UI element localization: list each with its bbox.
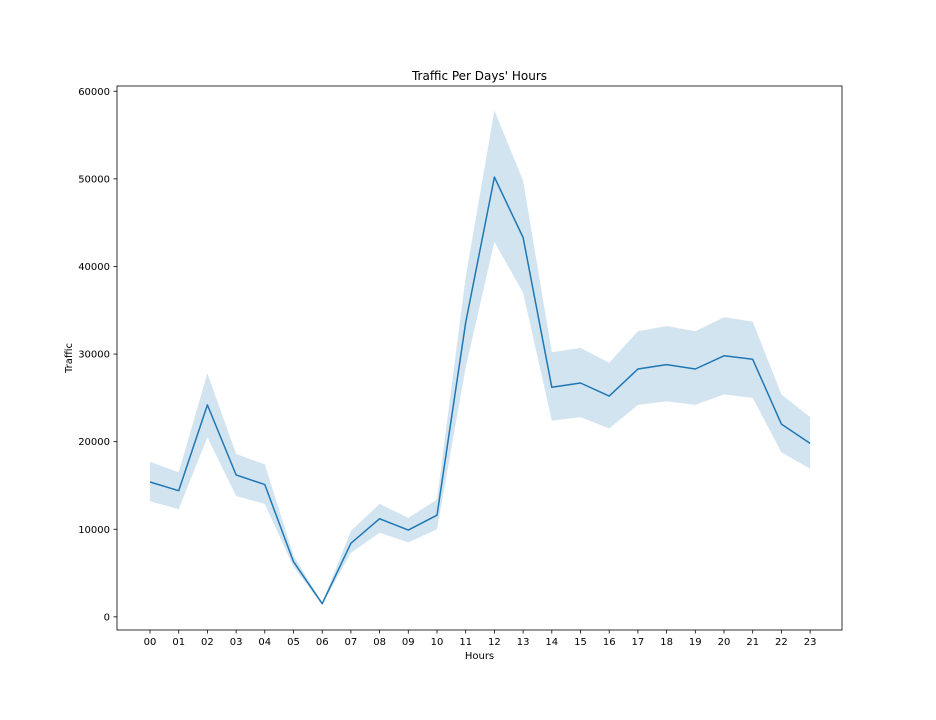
x-tick-label: 08 (373, 637, 386, 648)
x-tick-label: 10 (431, 637, 444, 648)
x-tick-label: 20 (718, 637, 731, 648)
x-tick-label: 19 (689, 637, 702, 648)
y-tick-label: 60000 (78, 87, 110, 98)
x-tick-label: 02 (201, 637, 214, 648)
x-tick-label: 06 (316, 637, 329, 648)
plot-frame (116, 85, 843, 631)
x-tick-label: 12 (488, 637, 501, 648)
x-axis-label: Hours (465, 651, 494, 662)
x-tick-label: 09 (402, 637, 415, 648)
x-tick-label: 07 (345, 637, 358, 648)
x-tick-label: 05 (287, 637, 300, 648)
y-tick-label: 30000 (78, 350, 110, 361)
x-tick-label: 04 (258, 637, 271, 648)
series-line (149, 176, 811, 605)
x-tick-label: 13 (517, 637, 530, 648)
y-tick-label: 40000 (78, 262, 110, 273)
x-tick-label: 18 (660, 637, 673, 648)
x-tick-label: 00 (144, 637, 157, 648)
x-tick-label: 16 (603, 637, 616, 648)
x-tick-label: 23 (804, 637, 817, 648)
confidence-band (150, 110, 811, 605)
chart-title: Traffic Per Days' Hours (411, 69, 547, 83)
x-tick-label: 17 (632, 637, 645, 648)
y-tick-label: 50000 (78, 174, 110, 185)
y-tick-label: 20000 (78, 437, 110, 448)
plot-area (117, 86, 842, 630)
y-axis-label: Traffic (64, 343, 75, 374)
x-tick-label: 21 (746, 637, 759, 648)
x-tick-label: 03 (230, 637, 243, 648)
x-tick-label: 01 (172, 637, 185, 648)
x-tick-label: 11 (459, 637, 472, 648)
y-tick-label: 10000 (78, 525, 110, 536)
y-tick-label: 0 (104, 612, 110, 623)
x-tick-label: 14 (545, 637, 558, 648)
x-tick-label: 22 (775, 637, 788, 648)
x-tick-label: 15 (574, 637, 587, 648)
